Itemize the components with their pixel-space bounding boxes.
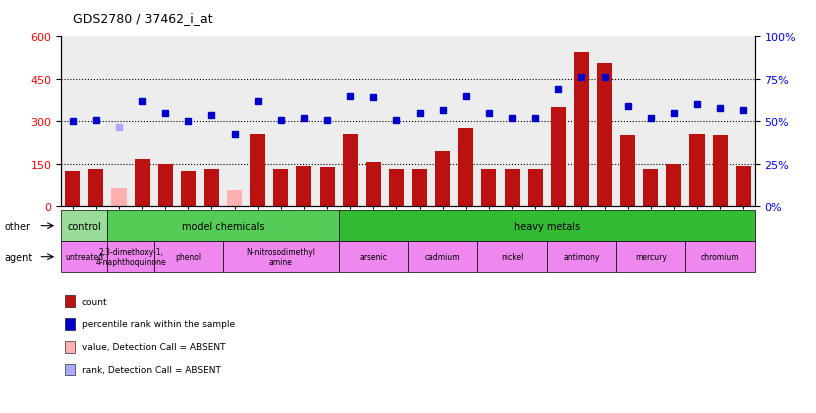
Text: rank, Detection Call = ABSENT: rank, Detection Call = ABSENT bbox=[82, 365, 220, 374]
Bar bbox=[408, 37, 431, 206]
Bar bbox=[157, 165, 173, 206]
Bar bbox=[389, 170, 404, 206]
Bar bbox=[528, 170, 543, 206]
Bar bbox=[593, 37, 616, 206]
Bar bbox=[112, 188, 126, 206]
Bar bbox=[435, 152, 450, 206]
Text: N-nitrosodimethyl
amine: N-nitrosodimethyl amine bbox=[246, 247, 315, 267]
Bar bbox=[320, 168, 335, 206]
Bar bbox=[65, 171, 80, 206]
Bar bbox=[343, 135, 357, 206]
Bar bbox=[292, 37, 316, 206]
Bar bbox=[667, 164, 681, 206]
Bar bbox=[736, 167, 751, 206]
Text: other: other bbox=[4, 221, 30, 231]
Bar bbox=[227, 191, 242, 206]
Bar bbox=[477, 37, 500, 206]
Bar bbox=[500, 37, 524, 206]
Bar bbox=[547, 37, 570, 206]
Bar bbox=[135, 160, 149, 206]
Bar bbox=[620, 136, 635, 206]
Bar bbox=[732, 37, 755, 206]
Text: value, Detection Call = ABSENT: value, Detection Call = ABSENT bbox=[82, 342, 225, 351]
Bar bbox=[685, 37, 708, 206]
Text: GDS2780 / 37462_i_at: GDS2780 / 37462_i_at bbox=[73, 12, 213, 25]
Bar bbox=[269, 37, 292, 206]
Bar bbox=[366, 163, 381, 206]
Bar bbox=[153, 37, 177, 206]
Bar bbox=[639, 37, 663, 206]
Bar bbox=[574, 53, 589, 206]
Bar bbox=[597, 64, 612, 206]
Text: count: count bbox=[82, 297, 107, 306]
Bar bbox=[570, 37, 593, 206]
Bar bbox=[690, 135, 704, 206]
Text: heavy metals: heavy metals bbox=[513, 221, 580, 231]
Text: chromium: chromium bbox=[701, 253, 739, 261]
Bar bbox=[177, 37, 200, 206]
Bar bbox=[708, 37, 732, 206]
Text: percentile rank within the sample: percentile rank within the sample bbox=[82, 320, 235, 329]
Bar bbox=[61, 37, 84, 206]
Bar bbox=[131, 37, 153, 206]
Text: antimony: antimony bbox=[563, 253, 600, 261]
Bar bbox=[459, 129, 473, 206]
Bar bbox=[524, 37, 547, 206]
Text: cadmium: cadmium bbox=[425, 253, 460, 261]
Bar bbox=[316, 37, 339, 206]
Text: arsenic: arsenic bbox=[359, 253, 388, 261]
Text: control: control bbox=[68, 221, 101, 231]
Text: phenol: phenol bbox=[175, 253, 202, 261]
Bar bbox=[663, 37, 685, 206]
Bar bbox=[385, 37, 408, 206]
Bar bbox=[204, 170, 219, 206]
Bar bbox=[223, 37, 246, 206]
Bar bbox=[84, 37, 108, 206]
Bar bbox=[200, 37, 223, 206]
Text: mercury: mercury bbox=[635, 253, 667, 261]
Bar bbox=[712, 136, 728, 206]
Bar bbox=[361, 37, 385, 206]
Bar bbox=[246, 37, 269, 206]
Bar bbox=[339, 37, 361, 206]
Bar bbox=[181, 171, 196, 206]
Bar bbox=[551, 108, 565, 206]
Bar bbox=[108, 37, 131, 206]
Text: agent: agent bbox=[4, 252, 33, 262]
Bar bbox=[431, 37, 455, 206]
Bar bbox=[504, 170, 520, 206]
Text: nickel: nickel bbox=[501, 253, 523, 261]
Text: model chemicals: model chemicals bbox=[182, 221, 264, 231]
Bar bbox=[616, 37, 639, 206]
Text: untreated: untreated bbox=[65, 253, 104, 261]
Bar bbox=[88, 170, 104, 206]
Bar bbox=[481, 170, 496, 206]
Text: 2,3-dimethoxy-1,
4-naphthoquinone: 2,3-dimethoxy-1, 4-naphthoquinone bbox=[95, 247, 166, 267]
Bar bbox=[455, 37, 477, 206]
Bar bbox=[412, 170, 427, 206]
Bar bbox=[643, 170, 659, 206]
Bar bbox=[251, 135, 265, 206]
Bar bbox=[296, 167, 312, 206]
Bar bbox=[273, 170, 288, 206]
